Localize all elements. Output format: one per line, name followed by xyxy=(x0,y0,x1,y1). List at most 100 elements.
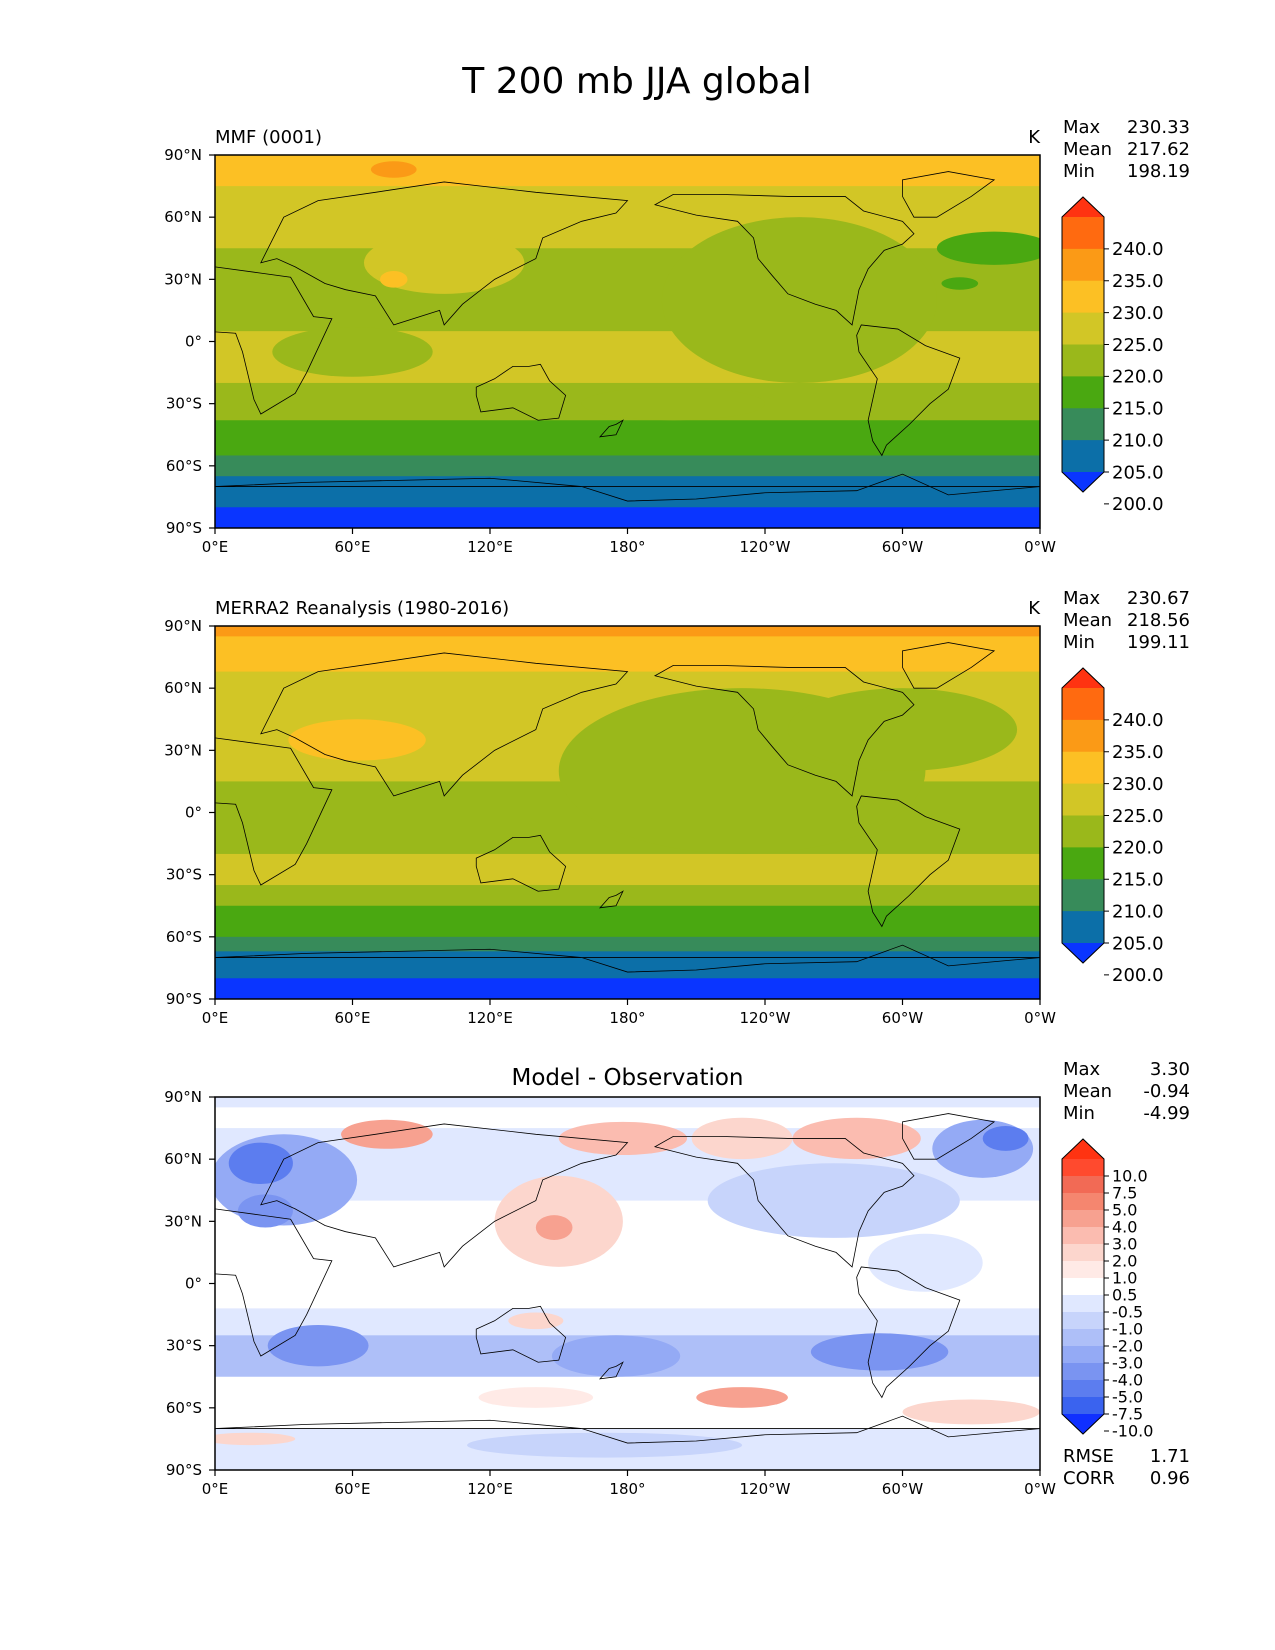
colorbar: 240.0 235.0 230.0 225.0 220.0 215.0 210.0 205.0… xyxy=(1061,667,1164,986)
colorbar-swatch xyxy=(1062,1346,1104,1364)
y-tick-label: 0° xyxy=(185,333,202,351)
field-patch xyxy=(341,1119,433,1149)
field-patch xyxy=(936,231,1040,265)
colorbar-swatch xyxy=(1062,751,1104,785)
field-patch xyxy=(696,1387,788,1408)
colorbar-tick-label: 10.0 xyxy=(1112,1167,1148,1186)
colorbar-swatch xyxy=(1062,344,1104,377)
colorbar-tick-label: 2.0 xyxy=(1112,1252,1137,1271)
figure-title: T 200 mb JJA global xyxy=(461,61,811,102)
colorbar-swatch xyxy=(1062,312,1104,345)
field-patch xyxy=(691,1117,793,1160)
coastline xyxy=(856,324,961,457)
colorbar-extend-max xyxy=(1062,668,1104,688)
field-patch xyxy=(370,161,417,178)
colorbar-tick-label: 7.5 xyxy=(1112,1184,1137,1203)
x-tick-label: 60°W xyxy=(882,538,924,556)
y-tick-label: 30°N xyxy=(164,741,202,759)
colorbar-tick-label: 200.0 xyxy=(1112,494,1164,515)
colorbar-tick-label: -3.0 xyxy=(1112,1354,1143,1373)
coastlines xyxy=(215,171,1040,502)
colorbar-swatch xyxy=(1062,376,1104,409)
colorbar-tick-label: 5.0 xyxy=(1112,1201,1137,1220)
stat-label: Min xyxy=(1063,632,1095,653)
colorbar-tick-label: -5.0 xyxy=(1112,1388,1143,1407)
field-patch xyxy=(902,1399,1040,1425)
field-band xyxy=(215,853,1040,886)
y-tick-label: 60°S xyxy=(166,457,202,475)
x-tick-label: 120°E xyxy=(467,1009,513,1027)
stat-value: 230.67 xyxy=(1127,588,1190,609)
colorbar-swatch xyxy=(1062,280,1104,314)
x-tick-label: 0°E xyxy=(202,1480,229,1498)
field-band xyxy=(215,507,1040,528)
colorbar-tick-label: 1.0 xyxy=(1112,1269,1137,1288)
x-tick-label: 60°W xyxy=(882,1480,924,1498)
field-patch xyxy=(581,387,765,421)
x-tick-label: 180° xyxy=(609,538,645,556)
field-band xyxy=(215,1097,1040,1108)
colorbar-tick-label: -0.5 xyxy=(1112,1303,1143,1322)
map-field xyxy=(215,1097,1040,1470)
coastline xyxy=(475,1305,567,1363)
field-patch xyxy=(478,1387,594,1408)
coastline xyxy=(598,1361,624,1380)
stat-value: 230.33 xyxy=(1127,117,1190,138)
x-tick-label: 0°E xyxy=(202,1009,229,1027)
field-patch xyxy=(787,688,1018,772)
field-band xyxy=(215,905,1040,938)
coastline xyxy=(653,1135,915,1268)
y-tick-label: 60°S xyxy=(166,1399,202,1417)
stat-value: 1.71 xyxy=(1150,1446,1190,1467)
field-patch xyxy=(272,326,433,377)
y-tick-label: 90°S xyxy=(166,519,202,537)
coastline xyxy=(856,795,961,928)
x-tick-label: 60°E xyxy=(334,1480,370,1498)
y-tick-label: 0° xyxy=(185,1275,202,1293)
colorbar-swatch xyxy=(1062,1261,1104,1279)
stat-label: Max xyxy=(1063,117,1101,138)
stat-value: 3.30 xyxy=(1150,1059,1190,1080)
x-tick-label: 120°W xyxy=(740,538,791,556)
coastline xyxy=(215,473,1040,502)
colorbar-tick-label: 215.0 xyxy=(1112,870,1164,891)
colorbar-swatch xyxy=(1062,248,1104,282)
coastline xyxy=(215,944,1040,973)
field-patch xyxy=(535,1215,573,1240)
colorbar-swatch xyxy=(1062,1380,1104,1398)
field-patch xyxy=(288,719,426,761)
stat-label: Min xyxy=(1063,161,1095,182)
colorbar-swatch xyxy=(1062,1397,1104,1415)
colorbar-extend-max xyxy=(1062,197,1104,217)
x-tick-label: 180° xyxy=(609,1480,645,1498)
y-tick-label: 30°S xyxy=(166,395,202,413)
colorbar-swatch xyxy=(1062,783,1104,816)
field-band xyxy=(215,155,1040,187)
field-patch xyxy=(868,1233,983,1292)
x-tick-label: 0°W xyxy=(1024,1009,1056,1027)
coastline xyxy=(598,419,624,438)
x-tick-label: 120°E xyxy=(467,1480,513,1498)
panel-obs: 0°E 60°E 120°E 180° 120°W 60°W 0°W 90°N 60°N 30°N… xyxy=(164,588,1190,1027)
y-tick-label: 30°S xyxy=(166,866,202,884)
y-tick-label: 30°N xyxy=(164,1212,202,1230)
stat-value: 0.96 xyxy=(1150,1468,1190,1489)
colorbar-extend-min xyxy=(1062,1414,1104,1434)
coastline xyxy=(475,834,567,892)
field-patch xyxy=(467,1432,743,1458)
colorbar-tick-label: 0.5 xyxy=(1112,1286,1137,1305)
coastline xyxy=(902,171,996,218)
stat-label: Mean xyxy=(1063,610,1112,631)
field-patch xyxy=(267,1324,369,1367)
coastline xyxy=(475,363,567,421)
field-patch xyxy=(228,1142,293,1185)
field-band xyxy=(215,885,1040,907)
colorbar-tick-label: 230.0 xyxy=(1112,303,1164,324)
field-patch xyxy=(237,1194,293,1228)
panels: 0°E 60°E 120°E 180° 120°W 60°W 0°W 90°N 60°N 30°N… xyxy=(164,117,1190,1498)
coastline xyxy=(215,1208,333,1357)
y-tick-label: 30°N xyxy=(164,270,202,288)
colorbar-swatch xyxy=(1062,1278,1104,1296)
field-patch xyxy=(661,217,937,383)
colorbar-swatch xyxy=(1062,847,1104,880)
